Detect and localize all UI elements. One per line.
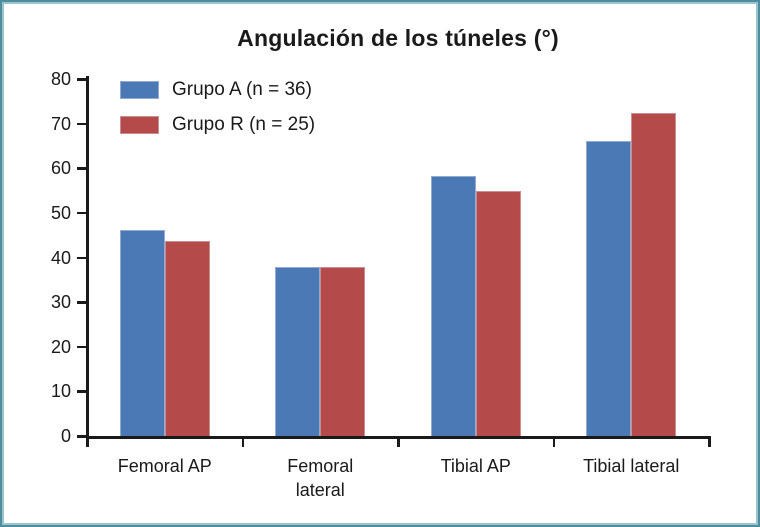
y-tick-mark [77,390,87,393]
bar-grupo-r-femoral-ap [164,240,210,436]
y-tick-label: 10 [50,381,71,402]
category-label: Femoral AP [117,456,212,476]
bar-grupo-r-femoral-lateral [320,266,366,436]
x-tick-mark [241,439,244,447]
category-label: Tibial AP [440,456,511,476]
legend-label: Grupo A (n = 36) [172,79,312,100]
legend-swatch [120,81,159,99]
chart-title: Angulación de los túneles (°) [237,25,559,51]
legend-item: Grupo R (n = 25) [120,115,420,135]
x-tick-mark [552,439,555,447]
y-tick-label: 70 [50,113,71,134]
y-tick-label: 0 [60,426,71,446]
legend-item: Grupo A (n = 36) [120,80,420,100]
y-tick-mark [77,345,87,349]
legend: Grupo A (n = 36) Grupo R (n = 25) [120,80,420,150]
y-tick-label: 20 [50,336,71,357]
bar-grupo-a-tibial-ap [430,175,476,436]
y-tick-mark [77,256,87,259]
y-tick-mark [77,211,87,215]
x-tick-mark [708,439,711,447]
category-label: Femoral lateral [287,456,354,500]
x-tick-mark [86,439,89,447]
bar-grupo-a-tibial-lateral [586,140,632,436]
legend-label: Grupo R (n = 25) [172,114,316,135]
y-tick-label: 30 [50,292,71,313]
x-axis-line [85,436,711,439]
y-tick-mark [77,435,87,438]
y-tick-mark [77,167,87,170]
category-label: Tibial lateral [583,456,680,476]
bar-grupo-r-tibial-ap [475,191,521,436]
y-tick-mark [77,78,87,81]
legend-swatch [120,116,159,134]
bar-grupo-a-femoral-ap [119,230,165,436]
y-tick-label: 60 [50,158,71,179]
y-tick-mark [77,301,87,304]
y-tick-label: 50 [50,202,71,223]
bar-grupo-a-femoral-lateral [275,266,321,436]
x-tick-mark [397,439,400,447]
y-tick-label: 40 [50,247,71,268]
y-tick-label: 80 [50,69,71,89]
y-tick-mark [77,122,87,126]
y-axis-line [85,76,89,439]
bar-grupo-r-tibial-lateral [631,112,677,436]
